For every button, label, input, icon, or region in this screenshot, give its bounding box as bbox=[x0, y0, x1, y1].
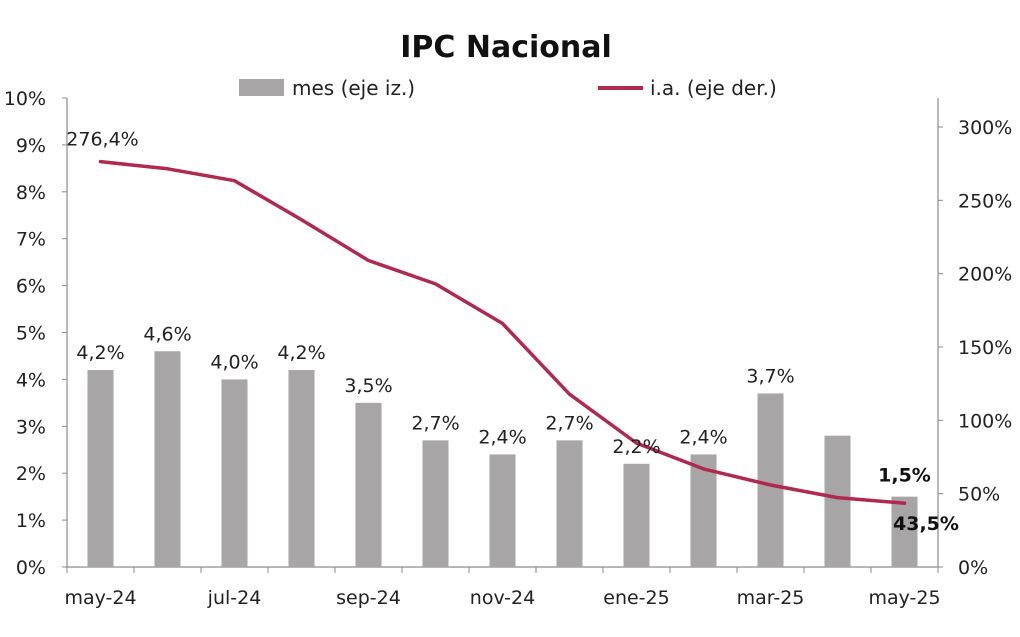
bar-feb-25 bbox=[690, 454, 717, 567]
y-right-tick-label: 0% bbox=[958, 557, 988, 579]
y-left-tick-label: 2% bbox=[16, 463, 46, 485]
y-right-tick-label: 100% bbox=[958, 410, 1012, 432]
bar-nov-24 bbox=[489, 454, 516, 567]
line-series bbox=[98, 159, 907, 505]
bar-data-label: 4,2% bbox=[277, 342, 325, 364]
ia-line bbox=[98, 159, 907, 505]
bar-data-label: 4,0% bbox=[210, 351, 258, 373]
y-left-tick-label: 6% bbox=[16, 276, 46, 298]
bar-data-label: 4,6% bbox=[143, 323, 191, 345]
legend-bar-label: mes (eje iz.) bbox=[292, 76, 415, 100]
y-left-tick-label: 7% bbox=[16, 229, 46, 251]
legend: mes (eje iz.) i.a. (eje der.) bbox=[239, 76, 777, 100]
bar-data-label: 2,7% bbox=[545, 412, 593, 434]
y-right-tick-label: 250% bbox=[958, 190, 1012, 212]
y-right-tick-label: 50% bbox=[958, 484, 1000, 506]
y-left-tick-label: 1% bbox=[16, 510, 46, 532]
bar-data-label: 3,5% bbox=[344, 375, 392, 397]
bar-data-label: 2,7% bbox=[411, 412, 459, 434]
x-tick-label: may-25 bbox=[868, 587, 940, 609]
bar-data-label: 4,2% bbox=[76, 342, 124, 364]
bar-jun-24 bbox=[154, 351, 181, 567]
y-left-tick-label: 8% bbox=[16, 182, 46, 204]
x-tick-label: sep-24 bbox=[336, 587, 401, 609]
x-tick-label: nov-24 bbox=[470, 587, 535, 609]
y-left-tick-label: 4% bbox=[16, 369, 46, 391]
bar-sep-24 bbox=[355, 402, 382, 567]
bar-may-25 bbox=[891, 496, 918, 567]
y-left-tick-label: 3% bbox=[16, 416, 46, 438]
bar-oct-24 bbox=[422, 440, 449, 567]
bar-data-label: 2,2% bbox=[612, 436, 660, 458]
line-data-label: 276,4% bbox=[66, 129, 138, 151]
bar-data-label: 2,4% bbox=[478, 426, 526, 448]
chart-title: IPC Nacional bbox=[400, 30, 612, 65]
x-tick-label: jul-24 bbox=[207, 587, 262, 609]
data-labels: 4,2% 4,6% 4,0% 4,2% 3,5% 2,7% 2,4% 2,7% 2,2% 2,4%… bbox=[66, 129, 959, 536]
bar-data-label: 2,4% bbox=[679, 426, 727, 448]
bar-ene-25 bbox=[623, 463, 650, 567]
bar-jul-24 bbox=[221, 379, 248, 567]
y-left-tick-label: 5% bbox=[16, 323, 46, 345]
x-tick-label: mar-25 bbox=[737, 587, 805, 609]
y-left-tick-label: 0% bbox=[16, 557, 46, 579]
bar-mar-25 bbox=[757, 393, 784, 567]
axes: 0% 1% 2% 3% 4% 5% 6% 7% 8% 9% 10% 0% 50% 100% 150% 200%… bbox=[4, 88, 1013, 609]
x-tick-label: may-24 bbox=[64, 587, 136, 609]
y-left-tick-label: 9% bbox=[16, 135, 46, 157]
bar-ago-24 bbox=[288, 370, 315, 567]
x-tick-label: ene-25 bbox=[603, 587, 669, 609]
bar-may-24 bbox=[87, 370, 114, 567]
bars bbox=[87, 351, 918, 567]
y-right-tick-label: 300% bbox=[958, 117, 1012, 139]
line-data-label: 43,5% bbox=[893, 513, 959, 535]
bar-data-label: 1,5% bbox=[878, 465, 931, 487]
y-left-tick-label: 10% bbox=[4, 88, 46, 110]
bar-dic-24 bbox=[556, 440, 583, 567]
bar-abr-25 bbox=[824, 435, 851, 567]
legend-line-label: i.a. (eje der.) bbox=[650, 76, 777, 100]
y-right-tick-label: 200% bbox=[958, 264, 1012, 286]
legend-bar-swatch bbox=[239, 79, 284, 96]
bar-data-label: 3,7% bbox=[746, 365, 794, 387]
y-right-tick-label: 150% bbox=[958, 337, 1012, 359]
